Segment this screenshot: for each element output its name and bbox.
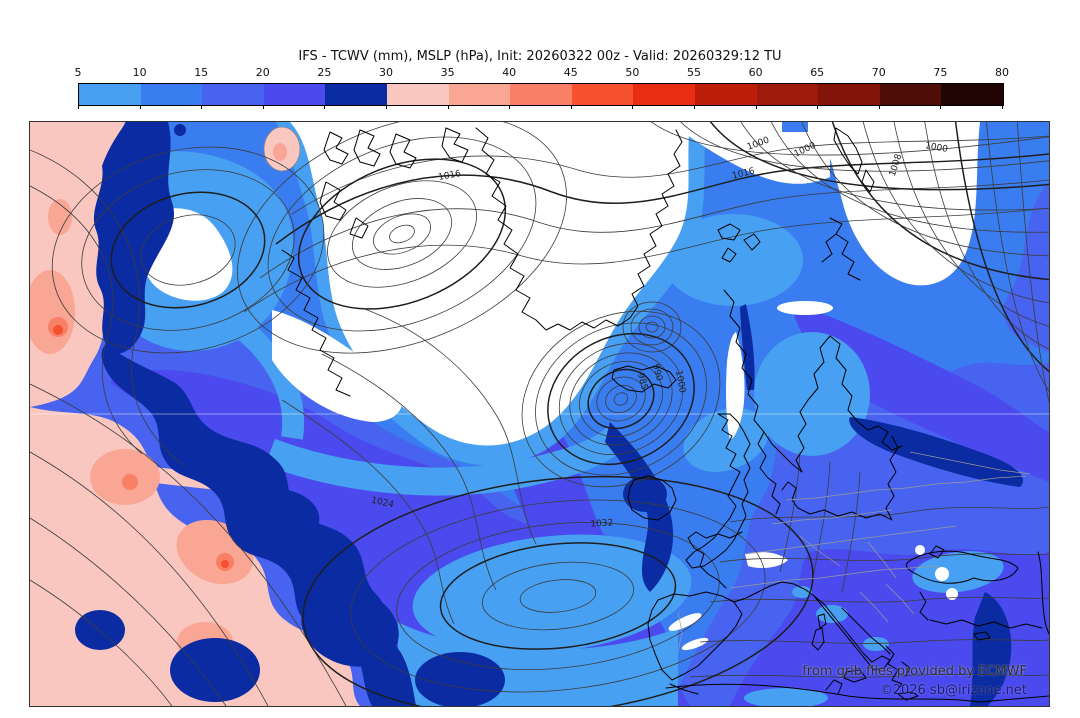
colorbar-bar (78, 83, 1004, 106)
coastlines (281, 127, 1049, 703)
colorbar-segment (325, 84, 387, 105)
colorbar-segment (202, 84, 264, 105)
colorbar-tick-mark (878, 105, 880, 109)
credit-copyright: ©2026 sb@irizone.net (879, 683, 1027, 698)
isobar-label: 1000 (924, 141, 949, 155)
colorbar-tick-mark (1002, 105, 1003, 109)
colorbar-segment (633, 84, 695, 105)
colorbar-tick-label: 75 (933, 66, 948, 79)
page-title: IFS - TCWV (mm), MSLP (hPa), Init: 20260… (298, 49, 782, 64)
colorbar-tick-mark (78, 105, 79, 109)
colorbar-tick-labels: 5 10 15 20 25 30 35 40 45 50 55 60 65 70 75 80 (74, 66, 1010, 80)
colorbar-tick-mark (694, 105, 695, 109)
colorbar-tick-mark (201, 105, 203, 109)
map-credits: from grib files provided by ECMWF ©2026 … (802, 662, 1027, 700)
colorbar-segment (263, 84, 326, 105)
colorbar-tick-label: 55 (687, 66, 701, 79)
colorbar-segment (818, 84, 880, 105)
colorbar-tick-mark (755, 105, 757, 109)
colorbar-tick-label: 5 (74, 66, 82, 79)
colorbar-tick-label: 10 (132, 66, 147, 79)
isobar-label: 1016 (438, 169, 463, 183)
isobar-label: 1016 (731, 166, 756, 181)
isobar-label: 985 (635, 372, 649, 391)
colorbar-tick-label: 45 (563, 66, 578, 79)
credit-source: from grib files provided by ECMWF (802, 664, 1027, 679)
colorbar-segment (571, 84, 634, 105)
colorbar-tick-label: 50 (625, 66, 640, 79)
colorbar-tick-label: 40 (502, 66, 517, 79)
isobar-contours (30, 122, 1049, 706)
map-area: 1016 1000 1016 1000 1000 1008 1024 1032 985 990 10… (29, 121, 1050, 707)
isobar-label: 1024 (370, 496, 395, 511)
colorbar-tick-label: 30 (379, 66, 393, 79)
colorbar-tick-mark (447, 105, 449, 109)
isobar-label: 1000 (673, 370, 687, 395)
colorbar-tick-mark (940, 105, 942, 109)
colorbar-tick-mark (262, 105, 264, 109)
colorbar-tick-label: 80 (995, 66, 1009, 79)
tcwv-fills (30, 122, 1049, 706)
colorbar-segment (694, 84, 757, 105)
colorbar-tick-label: 70 (871, 66, 886, 79)
isobar-label: 1032 (590, 518, 614, 530)
colorbar-tick-label: 60 (748, 66, 763, 79)
colorbar-tick-label: 20 (255, 66, 270, 79)
colorbar-tick-label: 25 (317, 66, 332, 79)
colorbar-tick-label: 15 (194, 66, 209, 79)
colorbar-tick-mark (817, 105, 819, 109)
colorbar-tick-mark (139, 105, 141, 109)
colorbar-tick-mark (386, 105, 387, 109)
colorbar-tick-mark (632, 105, 634, 109)
colorbar-segment (510, 84, 572, 105)
colorbar-tick-mark (509, 105, 511, 109)
colorbar-tick-label: 35 (440, 66, 455, 79)
colorbar-segment (756, 84, 819, 105)
colorbar-tick-mark (570, 105, 572, 109)
colorbar-segment (879, 84, 942, 105)
colorbar-tick-mark (324, 105, 326, 109)
tcwv-colorbar: 5 10 15 20 25 30 35 40 45 50 55 60 65 70 75 80 (74, 66, 1010, 112)
colorbar-segment (79, 84, 141, 105)
colorbar-tick-label: 65 (810, 66, 825, 79)
colorbar-segment (386, 84, 449, 105)
colorbar-segment (140, 84, 203, 105)
colorbar-segment (448, 84, 511, 105)
isobar-label: 990 (650, 363, 664, 382)
colorbar-segment (941, 84, 1003, 105)
